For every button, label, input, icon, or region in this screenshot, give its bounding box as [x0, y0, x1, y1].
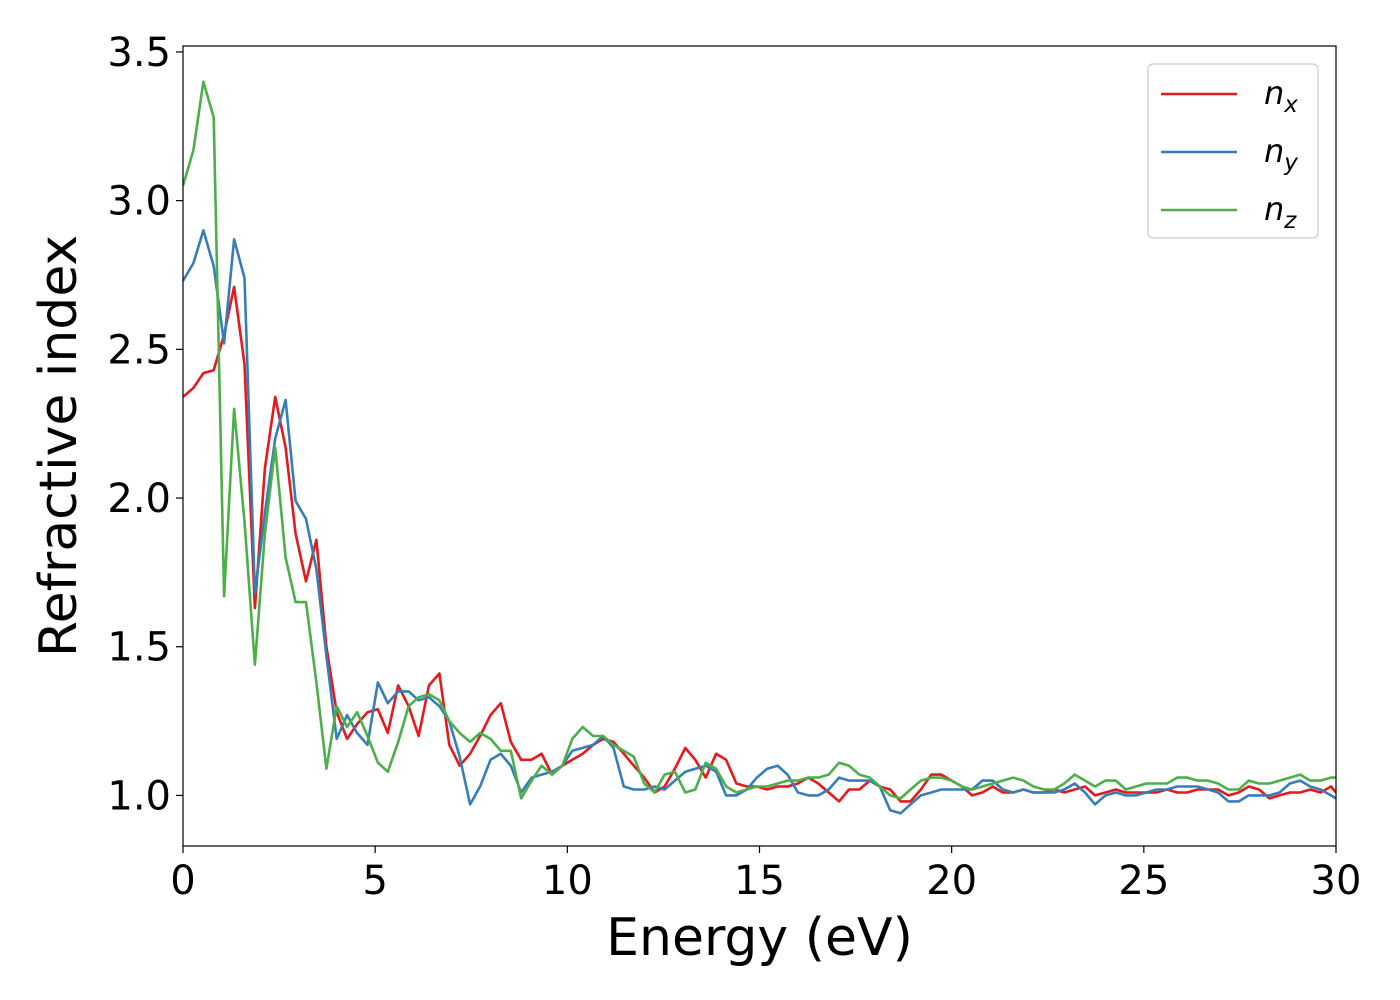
x-tick-label: 30 [1311, 858, 1362, 904]
y-tick-label: 1.5 [107, 625, 171, 671]
y-tick-label: 2.0 [107, 476, 171, 522]
legend-label-y: ny [1264, 132, 1298, 176]
legend: nx ny nz [1147, 63, 1319, 239]
y-tick-label: 3.0 [107, 179, 171, 225]
x-tick-label: 20 [926, 858, 977, 904]
y-axis-label: Refractive index [29, 235, 89, 657]
legend-label-x: nx [1264, 74, 1298, 118]
y-axis: 1.0 1.5 2.0 2.5 3.0 3.5 [107, 30, 183, 819]
y-tick-label: 2.5 [107, 327, 171, 373]
y-tick-label: 3.5 [107, 30, 171, 76]
series-line-z [183, 80, 1336, 800]
x-axis: 0 5 10 15 20 25 30 [170, 846, 1361, 904]
x-tick-label: 25 [1118, 858, 1169, 904]
legend-label-z: nz [1264, 190, 1297, 234]
series-line-y [183, 229, 1336, 815]
x-tick-label: 5 [362, 858, 387, 904]
x-tick-label: 15 [734, 858, 785, 904]
x-tick-label: 10 [542, 858, 593, 904]
x-tick-label: 0 [170, 858, 195, 904]
x-axis-label: Energy (eV) [606, 908, 913, 968]
y-tick-label: 1.0 [107, 773, 171, 819]
plot-lines [183, 80, 1336, 815]
